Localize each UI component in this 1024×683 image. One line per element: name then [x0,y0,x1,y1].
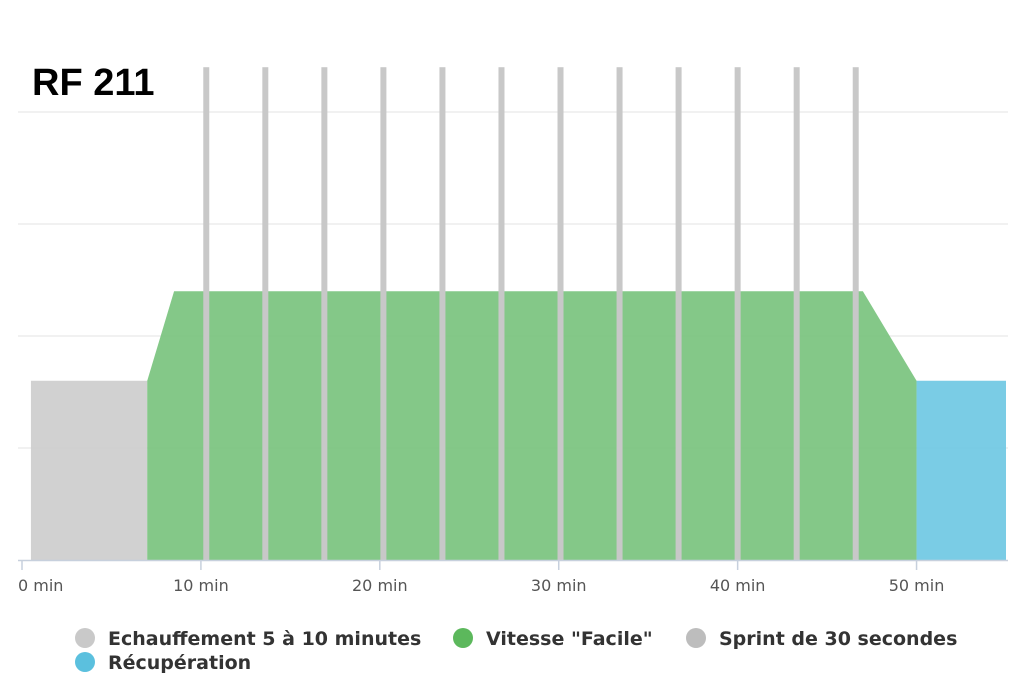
legend-label: Echauffement 5 à 10 minutes [108,628,421,650]
sprint-bar [498,67,505,560]
legend-label: Sprint de 30 secondes [719,628,957,650]
sprint-bars [203,67,859,560]
x-tick-label: 30 min [531,576,587,595]
sprint-bar [734,67,741,560]
x-tick-label: 10 min [173,576,229,595]
legend-label: Vitesse "Facile" [486,628,653,650]
x-axis: 0 min 10 min 20 min 30 min 40 min 50 min [18,559,1008,595]
area-series-1 [147,291,917,560]
sprint-bar [557,67,564,560]
plot-areas [30,291,1006,560]
legend: Echauffement 5 à 10 minutes Vitesse "Faci… [75,628,957,674]
sprint-bar [321,67,328,560]
x-tick-label: 0 min [18,576,63,595]
sprint-bar [793,67,800,560]
x-tick-label: 40 min [710,576,766,595]
legend-marker [75,628,95,648]
area-series-0 [30,380,148,560]
area-series-3 [916,380,1006,560]
chart-title: RF 211 [32,62,155,104]
sprint-bar [852,67,859,560]
sprint-bar [439,67,446,560]
sprint-bar [203,67,210,560]
x-tick-label: 50 min [889,576,945,595]
legend-marker [686,628,706,648]
sprint-bar [616,67,623,560]
legend-marker [75,652,95,672]
sprint-bar [380,67,387,560]
sprint-bar [675,67,682,560]
sprint-bar [262,67,269,560]
legend-label: Récupération [108,652,251,674]
x-tick-label: 20 min [352,576,408,595]
legend-marker [453,628,473,648]
